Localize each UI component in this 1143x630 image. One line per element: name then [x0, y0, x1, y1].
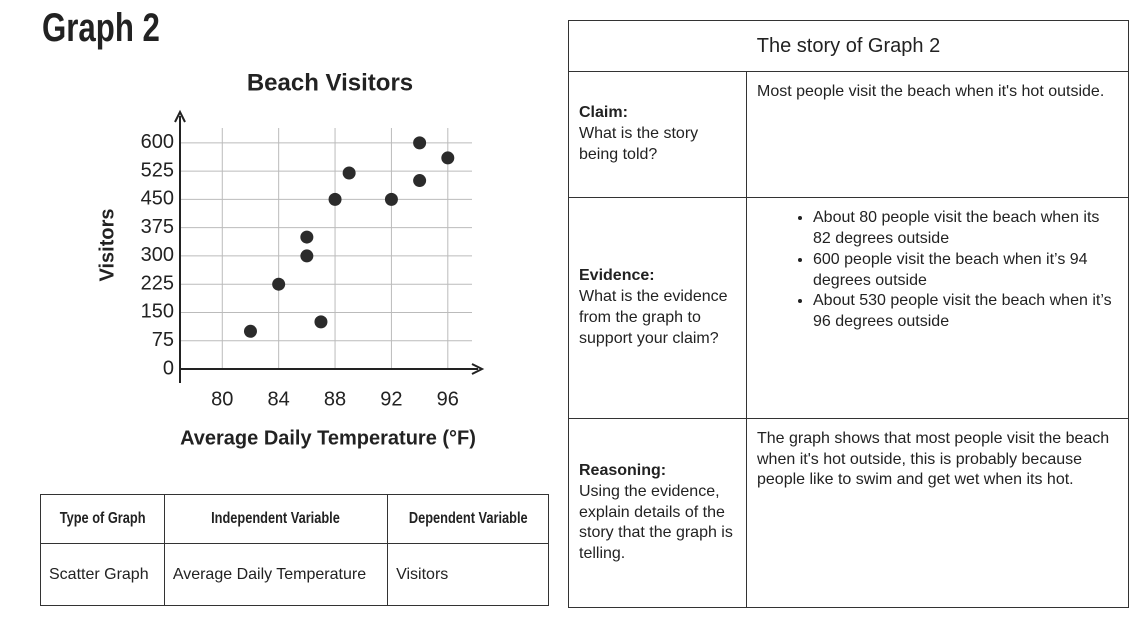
y-tick-label: 450 — [141, 188, 174, 210]
story-row: Claim: What is the story being told? Most … — [568, 70, 1129, 199]
story-table: The story of Graph 2 Claim: What is the st… — [568, 20, 1129, 609]
point — [413, 174, 427, 188]
point — [384, 192, 398, 206]
row-prompt: Using the evidence, explain details of t… — [579, 482, 733, 563]
column-header: Type of Graph — [40, 494, 165, 544]
row-label-cell: Reasoning: Using the evidence, explain de… — [568, 417, 747, 609]
story-row: Reasoning: Using the evidence, explain de… — [568, 417, 1129, 609]
point — [413, 136, 427, 150]
point — [300, 230, 314, 244]
row-prompt: What is the story being told? — [579, 125, 699, 163]
row-label: Reasoning: — [579, 461, 667, 479]
x-tick-label: 96 — [437, 388, 459, 410]
column-header: Dependent Variable — [387, 494, 549, 544]
x-axis-label: Average Daily Temperature (°F) — [180, 427, 476, 449]
answer-cell: About 80 people visit the beach when its… — [746, 197, 1129, 419]
column-header-text: Type of Graph — [59, 510, 146, 527]
row: Scatter Graph Average Daily Temperature Vi… — [40, 543, 549, 606]
row-label-cell: Evidence: What is the evidence from the g… — [568, 197, 747, 419]
summary-table: Type of Graph Independent Variable Depende… — [40, 494, 549, 606]
y-tick-label: 300 — [141, 244, 174, 266]
x-tick-label: 80 — [211, 388, 233, 410]
point — [243, 324, 257, 338]
row-label-cell: Claim: What is the story being told? — [568, 70, 747, 199]
row-label: Claim: — [579, 104, 628, 122]
chart: Beach Visitors Visitors Average Daily Te… — [96, 69, 485, 449]
point — [441, 151, 455, 165]
y-tick-label: 0 — [163, 357, 174, 379]
column-header: Independent Variable — [163, 494, 389, 544]
bullet: About 530 people visit the beach when it… — [813, 291, 1118, 333]
x-tick-label: 92 — [380, 388, 402, 410]
point — [328, 192, 342, 206]
answer: Most people visit the beach when it's ho… — [757, 83, 1105, 100]
story-title: The story of Graph 2 — [568, 20, 1129, 72]
y-axis-label: Visitors — [96, 209, 118, 282]
y-tick-label: 225 — [141, 272, 174, 294]
y-tick-label: 525 — [141, 159, 174, 181]
y-tick-label: 75 — [152, 329, 174, 351]
row-label: Evidence: — [579, 267, 655, 285]
point — [300, 249, 314, 263]
row-prompt: What is the evidence from the graph to s… — [579, 288, 728, 347]
bullet: About 80 people visit the beach when its… — [813, 208, 1118, 250]
answer-cell: Most people visit the beach when it's ho… — [746, 70, 1129, 199]
cell: Visitors — [387, 543, 549, 606]
cell: Scatter Graph — [40, 543, 165, 606]
y-tick-label: 600 — [141, 131, 174, 153]
answer-cell: The graph shows that most people visit t… — [746, 417, 1129, 609]
page-title: Graph 2 — [42, 6, 160, 50]
y-tick-label: 375 — [141, 216, 174, 238]
x-tick-label: 88 — [324, 388, 346, 410]
header-row: Type of Graph Independent Variable Depende… — [40, 494, 549, 544]
y-axis-arrow — [174, 109, 186, 123]
x-tick-label: 84 — [268, 388, 290, 410]
chart-title: Beach Visitors — [247, 69, 413, 96]
bullet-list: About 80 people visit the beach when its… — [757, 208, 1118, 333]
y-tick-label: 150 — [141, 301, 174, 323]
x-axis-arrow — [471, 363, 485, 375]
column-header-text: Dependent Variable — [408, 510, 528, 527]
point — [314, 315, 328, 329]
column-header-text: Independent Variable — [211, 510, 341, 527]
point — [342, 166, 356, 180]
header-row: The story of Graph 2 — [568, 20, 1129, 72]
cell: Average Daily Temperature — [163, 543, 389, 606]
point — [272, 277, 286, 291]
bullet: 600 people visit the beach when it’s 94 … — [813, 250, 1118, 292]
answer: The graph shows that most people visit t… — [757, 429, 1110, 489]
story-row: Evidence: What is the evidence from the g… — [568, 197, 1129, 419]
